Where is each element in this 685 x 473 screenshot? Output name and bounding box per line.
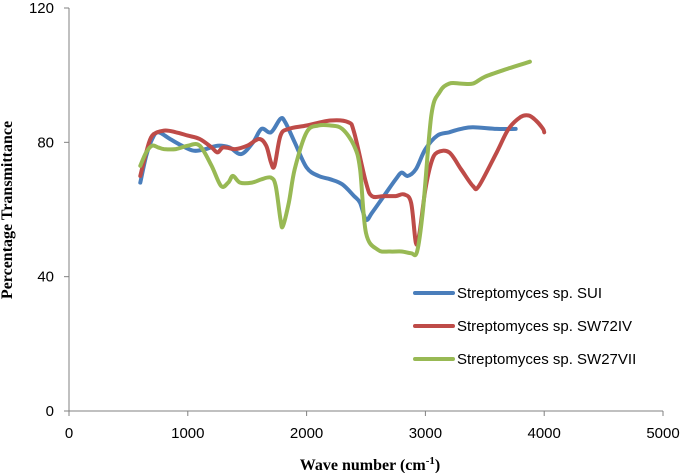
legend-label: Streptomyces sp. SUI bbox=[457, 285, 602, 302]
x-axis-title: Wave number (cm-1) bbox=[300, 455, 440, 473]
x-tick-label: 4000 bbox=[528, 425, 561, 442]
x-axis-title-end: ) bbox=[435, 457, 440, 473]
x-axis-title-main: Wave number (cm bbox=[300, 457, 427, 473]
y-tick-label: 0 bbox=[46, 403, 54, 420]
x-tick-label: 3000 bbox=[409, 425, 442, 442]
legend: Streptomyces sp. SUI Streptomyces sp. SW7… bbox=[413, 285, 636, 368]
series-line-1 bbox=[138, 116, 518, 222]
y-axis-ticks: 0 40 80 120 bbox=[29, 0, 69, 420]
series-line-2 bbox=[138, 113, 547, 247]
y-axis-title: Percentage Transmittance bbox=[0, 121, 16, 299]
y-tick-label: 120 bbox=[29, 0, 54, 17]
x-axis-title-superscript: -1 bbox=[426, 455, 435, 467]
legend-item: Streptomyces sp. SUI bbox=[413, 285, 602, 302]
x-tick-label: 1000 bbox=[171, 425, 204, 442]
legend-item: Streptomyces sp. SW72IV bbox=[413, 318, 632, 335]
legend-label: Streptomyces sp. SW72IV bbox=[457, 318, 632, 335]
series-layer bbox=[138, 59, 547, 258]
y-tick-label: 40 bbox=[37, 269, 54, 286]
x-tick-label: 5000 bbox=[646, 425, 679, 442]
axes bbox=[68, 8, 663, 412]
y-tick-label: 80 bbox=[37, 134, 54, 151]
legend-item: Streptomyces sp. SW27VII bbox=[413, 351, 636, 368]
series-line-3 bbox=[138, 59, 532, 258]
legend-label: Streptomyces sp. SW27VII bbox=[457, 351, 636, 368]
x-tick-label: 0 bbox=[65, 425, 73, 442]
x-tick-label: 2000 bbox=[290, 425, 323, 442]
x-axis-ticks: 0 1000 2000 3000 4000 5000 bbox=[65, 411, 680, 442]
